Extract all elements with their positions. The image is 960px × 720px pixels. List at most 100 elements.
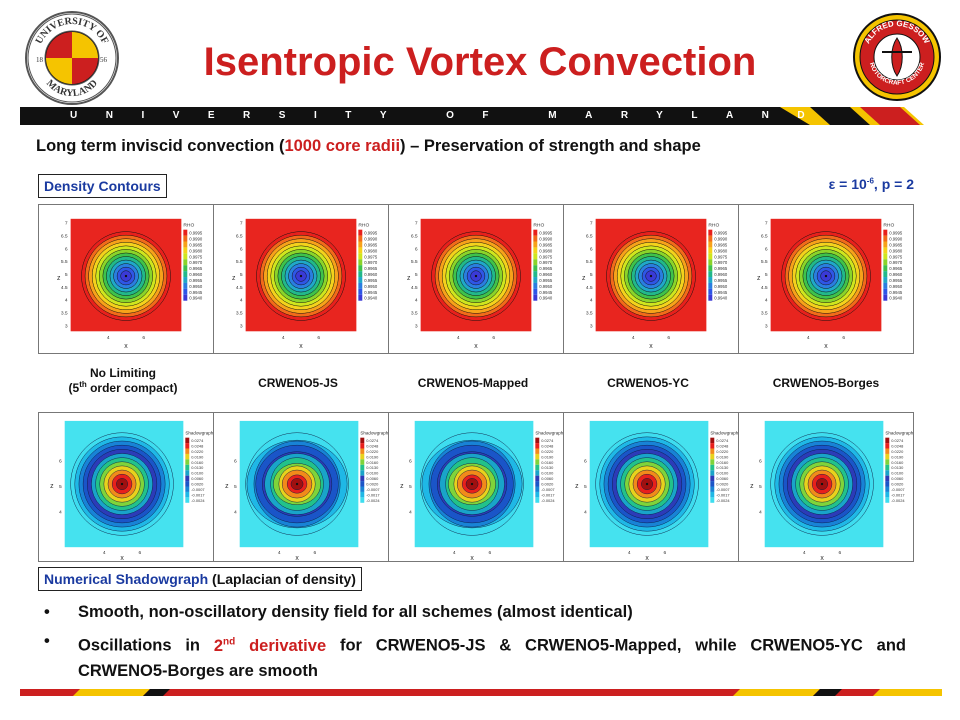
legend-value: 0.0220 (366, 449, 379, 454)
x-axis-label: x (124, 343, 128, 350)
legend-swatch (885, 486, 890, 492)
y-tick-label: 6.5 (61, 234, 68, 240)
legend-value: 0.9985 (189, 242, 203, 247)
legend-value: 0.9945 (714, 290, 728, 295)
legend-value: 0.0220 (541, 449, 554, 454)
legend-swatch (885, 443, 890, 449)
legend-value: 0.0060 (891, 476, 904, 481)
legend-value: 0.0274 (716, 438, 729, 443)
legend-value: 0.0190 (191, 454, 204, 459)
legend-swatch (708, 241, 713, 248)
legend-value: 0.9945 (364, 290, 378, 295)
legend-swatch (708, 282, 713, 289)
legend-value: -0.0007 (191, 487, 204, 492)
density-contour-svg: RHO0.99950.99900.99850.99800.99750.99700… (57, 218, 203, 350)
legend-swatch (360, 486, 365, 492)
y-tick-label: 5 (240, 272, 243, 278)
legend-swatch (183, 265, 188, 272)
y-tick-label: 3 (590, 323, 593, 329)
banner-text: UNIVERSITY OF MARYLAND (70, 110, 834, 121)
y-tick-label: 7 (240, 221, 243, 227)
legend-value: 0.9965 (364, 266, 378, 271)
legend-value: 0.0160 (891, 460, 904, 465)
legend-swatch (710, 491, 715, 498)
legend-value: 0.9990 (189, 237, 203, 242)
seal-year-left: 18 (36, 56, 44, 64)
z-axis-label: z (400, 483, 404, 490)
legend-swatch (358, 241, 363, 248)
legend-swatch (533, 271, 538, 278)
legend-value: 0.9960 (714, 272, 728, 277)
legend-value: 0.9960 (189, 272, 203, 277)
legend-swatch (185, 475, 190, 482)
legend-swatch (885, 497, 890, 503)
density-contours-label: Density Contours (38, 174, 167, 198)
x-axis-label: x (295, 555, 299, 561)
legend-swatch (185, 459, 190, 465)
y-tick-label: 7 (65, 221, 68, 227)
legend-swatch (360, 448, 365, 454)
y-tick-label: 4 (234, 510, 237, 516)
legend-swatch (708, 235, 713, 242)
x-tick-label: 4 (453, 550, 456, 556)
legend-swatch (535, 453, 540, 460)
x-tick-label: 6 (667, 335, 670, 341)
legend-value: 0.0190 (366, 454, 379, 459)
legend-swatch (360, 443, 365, 449)
x-tick-label: 6 (313, 550, 316, 556)
x-tick-label: 4 (628, 550, 631, 556)
legend-swatch (360, 475, 365, 482)
x-axis-label: x (120, 555, 124, 561)
x-axis-label: x (824, 343, 828, 350)
vortex-core (649, 274, 653, 278)
legend-value: 0.0130 (191, 465, 204, 470)
legend-value: 0.9955 (539, 278, 553, 283)
shadowgraph-svg: Shadowgraph 0.02740.02480.02200.01900.016… (225, 420, 388, 561)
legend-value: 0.9995 (714, 231, 728, 236)
x-tick-label: 6 (317, 335, 320, 341)
legend-swatch (885, 491, 890, 498)
y-tick-label: 4 (409, 510, 412, 516)
scheme-parameters: ε = 10-6, p = 2 (828, 176, 914, 192)
scheme-caption-crweno5-js: CRWENO5-JS (258, 376, 338, 390)
legend-value: 0.0248 (716, 444, 729, 449)
legend-value: 0.9960 (889, 272, 903, 277)
legend-swatch (710, 437, 715, 444)
shadowgraph-panels: Shadowgraph 0.0274 0.0248 0.0220 0.0190 0.016… (38, 412, 914, 562)
x-axis-label: x (649, 343, 653, 350)
legend-swatch (185, 481, 190, 487)
legend-value: 0.9985 (889, 242, 903, 247)
legend-value: 0.0274 (891, 438, 904, 443)
legend-swatch (358, 259, 363, 266)
x-axis-label: x (474, 343, 478, 350)
legend-value: 0.0130 (716, 465, 729, 470)
legend-swatch (708, 229, 713, 236)
legend-value: 0.9990 (714, 237, 728, 242)
legend-value: 0.0190 (541, 454, 554, 459)
y-tick-label: 4 (59, 510, 62, 516)
x-axis-label: x (470, 555, 474, 561)
legend-value: 0.0248 (366, 444, 379, 449)
legend-value: 0.9995 (189, 231, 203, 236)
legend-swatch (535, 491, 540, 498)
legend-swatch (885, 448, 890, 454)
legend-value: 0.9955 (364, 278, 378, 283)
legend-swatch (183, 294, 188, 301)
legend-swatch (533, 229, 538, 236)
legend-swatch (358, 229, 363, 236)
y-tick-label: 4.5 (586, 285, 593, 291)
legend-value: 0.9960 (539, 272, 553, 277)
y-tick-label: 3.5 (761, 311, 768, 317)
legend-swatch (885, 459, 890, 465)
legend-swatch (883, 294, 888, 301)
legend-swatch (360, 497, 365, 503)
legend-value: 0.9960 (364, 272, 378, 277)
legend-swatch (358, 288, 363, 295)
y-tick-label: 3.5 (411, 311, 418, 317)
x-tick-label: 4 (103, 550, 106, 556)
legend-swatch (708, 259, 713, 266)
legend-value: 0.9970 (714, 260, 728, 265)
legend-value: 0.0248 (191, 444, 204, 449)
legend-swatch (360, 470, 365, 476)
y-tick-label: 4 (415, 298, 418, 304)
